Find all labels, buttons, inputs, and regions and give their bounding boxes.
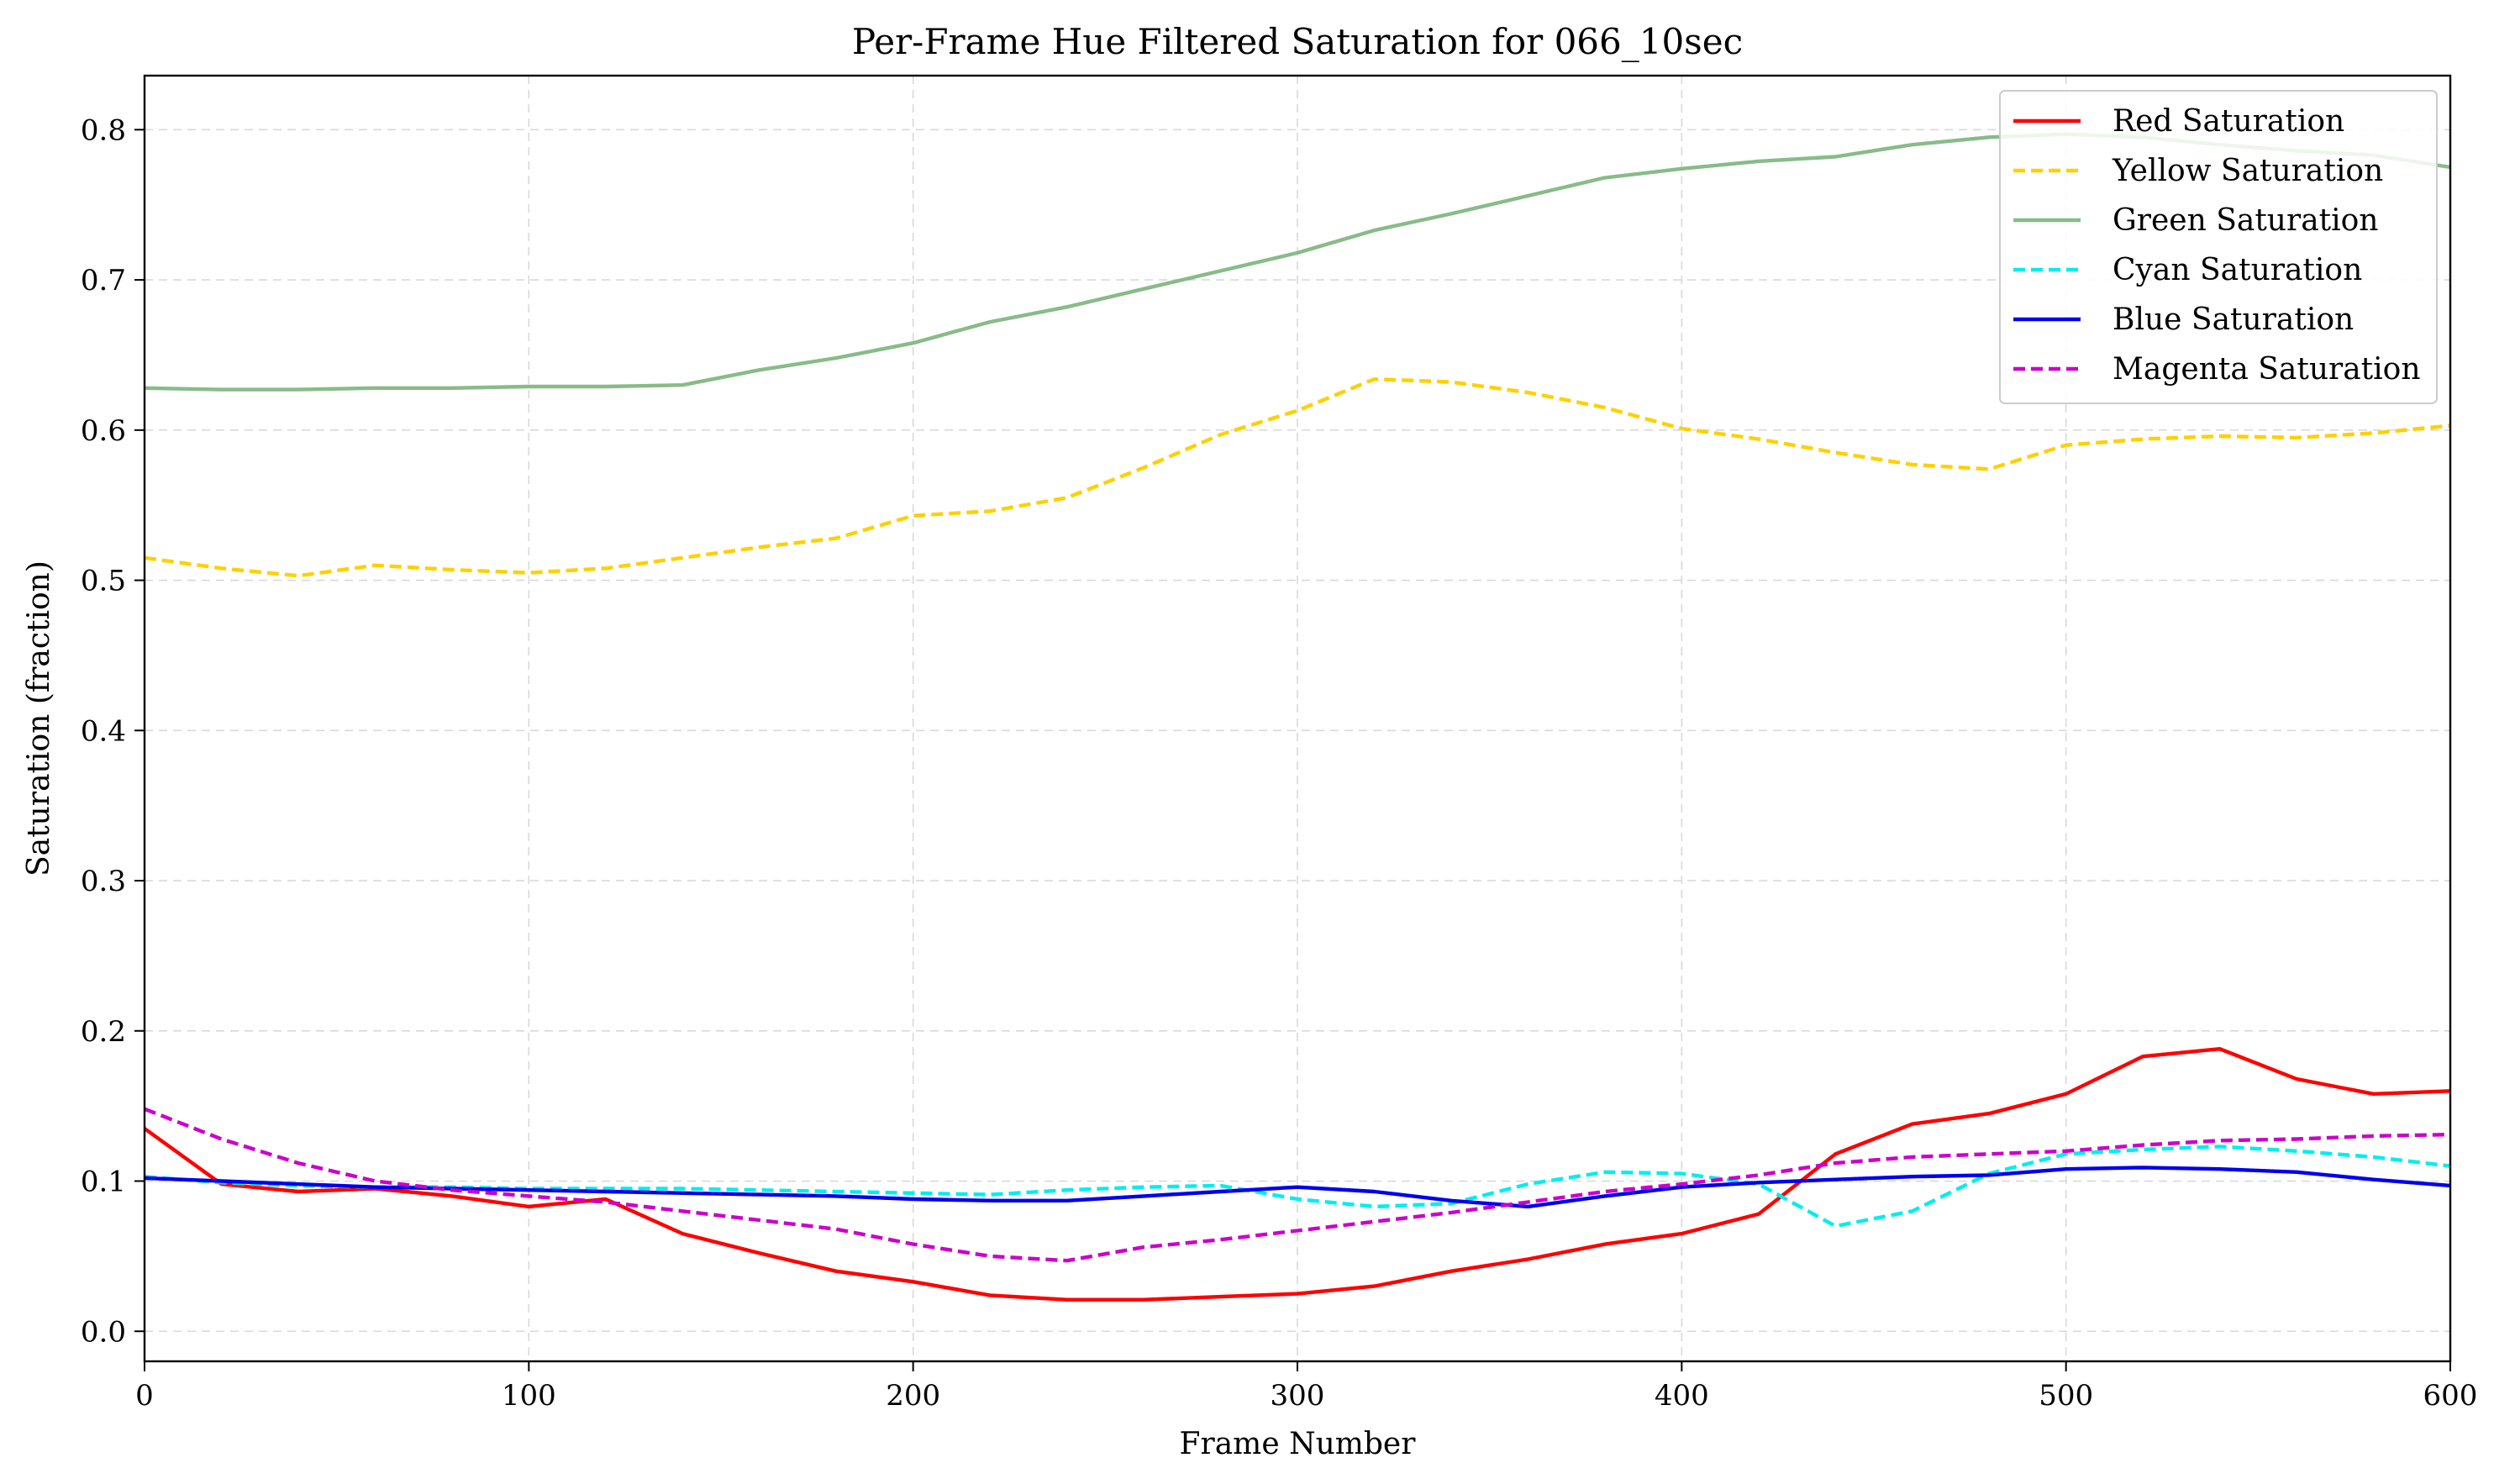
y-tick-label: 0.1 <box>81 1166 126 1199</box>
y-tick-label: 0.8 <box>81 113 126 147</box>
series-line-cyan-saturation <box>144 1145 2451 1229</box>
legend-label: Blue Saturation <box>2113 303 2354 337</box>
x-tick-label: 400 <box>1655 1379 1709 1413</box>
chart-title: Per-Frame Hue Filtered Saturation for 06… <box>852 21 1743 62</box>
y-tick-label: 0.7 <box>81 264 126 297</box>
series-line-magenta-saturation <box>144 1107 2451 1263</box>
x-tick-label: 100 <box>502 1379 556 1413</box>
y-axis-title: Saturation (fraction) <box>22 560 56 876</box>
series-line-yellow-saturation <box>144 376 2451 578</box>
legend-box <box>1999 90 2438 404</box>
legend-label: Green Saturation <box>2113 203 2379 238</box>
legend: Red Saturation Yellow Saturation Green Sat… <box>1999 90 2438 404</box>
x-tick-label: 300 <box>1271 1379 1325 1413</box>
x-tick-label: 600 <box>2423 1379 2478 1413</box>
y-tick-label: 0.2 <box>81 1015 126 1049</box>
series-line-blue-saturation <box>144 1166 2451 1209</box>
legend-label: Cyan Saturation <box>2113 253 2362 287</box>
y-tick-label: 0.4 <box>81 714 126 748</box>
x-tick-label: 500 <box>2039 1379 2093 1413</box>
legend-label: Yellow Saturation <box>2112 154 2383 188</box>
x-tick-label: 200 <box>886 1379 940 1413</box>
series-line-red-saturation <box>143 1046 2451 1302</box>
legend-label: Red Saturation <box>2113 104 2344 139</box>
y-tick-label: 0.6 <box>81 414 126 448</box>
tick-layer: 0 100 200 300 400 500 600 0.0 0.1 0.2 0.3 0.4 0.5 0.6… <box>81 113 2478 1413</box>
x-axis-title: Frame Number <box>1180 1427 1417 1461</box>
x-tick-label: 0 <box>135 1379 154 1413</box>
y-tick-label: 0.5 <box>81 565 126 598</box>
y-tick-label: 0.3 <box>81 865 126 898</box>
legend-label: Magenta Saturation <box>2113 352 2421 387</box>
y-tick-label: 0.0 <box>81 1315 126 1349</box>
series-layer <box>143 132 2451 1302</box>
